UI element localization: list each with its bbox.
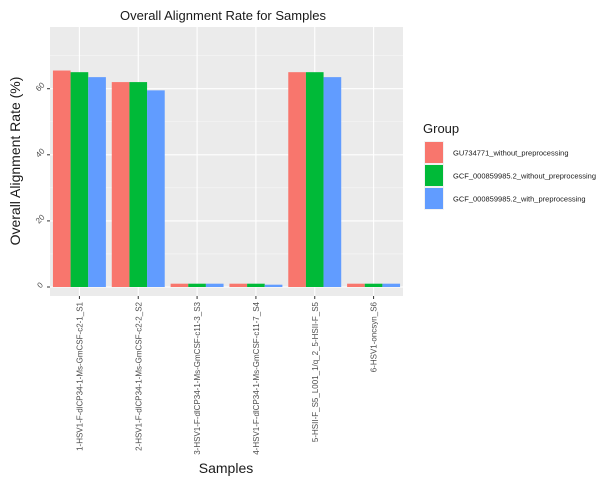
bar [247, 283, 265, 287]
legend-key [425, 142, 443, 163]
y-tick-label: 0 [35, 280, 45, 290]
x-tick-label: 6-HSV1-oncsyn_S6 [370, 301, 379, 372]
bar [288, 72, 306, 287]
x-tick-label: 2-HSV1-F-dlCP34-1-Ms-GmCSF-c2-2_S2 [134, 301, 143, 450]
x-tick-label: 4-HSV1-F-dlCP34-1-Ms-GmCSF-c11-7_S4 [252, 301, 261, 454]
legend-label: GU734771_without_preprocessing [453, 149, 569, 158]
bar [364, 283, 383, 287]
bar [305, 72, 324, 287]
y-tick-label: 40 [34, 146, 47, 159]
bar [382, 283, 401, 287]
legend: Group GU734771_without_preprocessing GCF_… [423, 121, 596, 210]
y-tick-label: 20 [34, 212, 47, 225]
bar [347, 283, 365, 287]
bars [52, 70, 401, 288]
y-tick-label: 60 [34, 80, 47, 93]
x-axis: 1-HSV1-F-dlCP34-1-Ms-GmCSF-c2-1_S1 2-HSV1… [75, 296, 379, 455]
bar [88, 77, 106, 287]
bar [229, 283, 248, 287]
plot-panel [50, 27, 403, 296]
y-axis: 0 20 40 60 [34, 80, 50, 290]
bar [264, 284, 283, 287]
y-axis-title: Overall Alignment Rate (%) [7, 77, 23, 246]
bar [111, 82, 130, 287]
x-tick-label: 1-HSV1-F-dlCP34-1-Ms-GmCSF-c2-1_S1 [75, 301, 84, 450]
bar [188, 283, 206, 287]
x-tick-label: 5-HSII-F_S5_L001_1/q_2_5-HSII-F_S5 [311, 301, 320, 442]
bar [170, 283, 189, 287]
bar [323, 77, 342, 287]
bar [205, 283, 224, 287]
bar [129, 82, 148, 287]
legend-label: GCF_000859985.2_with_preprocessing [453, 195, 586, 204]
bar [52, 70, 71, 288]
legend-title: Group [423, 121, 459, 136]
x-axis-title: Samples [199, 460, 253, 476]
bar [147, 90, 165, 287]
legend-key [425, 165, 443, 186]
x-tick-label: 3-HSV1-F-dlCP34-1-Ms-GmCSF-c11-3_S3 [193, 301, 202, 454]
bar [70, 72, 89, 287]
legend-key [425, 188, 443, 209]
legend-label: GCF_000859985.2_without_preprocessing [453, 172, 596, 181]
chart-title: Overall Alignment Rate for Samples [120, 8, 326, 23]
